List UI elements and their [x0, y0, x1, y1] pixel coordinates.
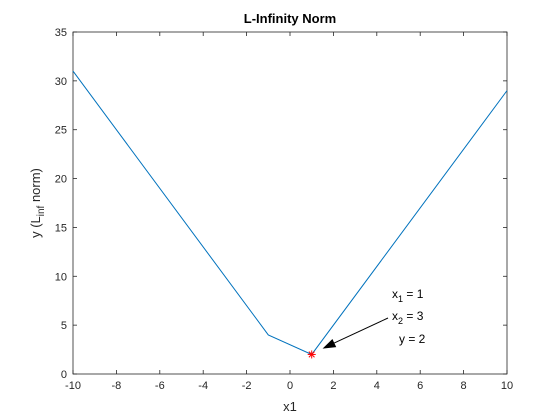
y-axis-label-suffix: norm) — [28, 168, 43, 206]
annotation-text-group: x1 = 1x2 = 3y = 2 — [392, 287, 426, 346]
y-tick-label: 30 — [55, 76, 67, 88]
x-tick-label: 10 — [501, 380, 513, 392]
y-tick-label: 5 — [61, 320, 67, 332]
annotation-line-1: x1 = 1 — [392, 287, 424, 304]
x-tick-label: -10 — [65, 380, 81, 392]
y-axis-label-subscript: inf — [36, 205, 47, 216]
minimum-point-marker — [307, 350, 316, 359]
annotation-subscript: 2 — [398, 316, 403, 326]
annotation-var: x — [392, 287, 398, 301]
x-tick-label: 4 — [374, 380, 380, 392]
y-tick-label: 15 — [55, 222, 67, 234]
annotation-value: = 1 — [403, 287, 424, 301]
annotation-var: x — [392, 309, 398, 323]
x-tick-label: -2 — [242, 380, 252, 392]
series-line-1 — [72, 70, 508, 356]
x-tick-label: -4 — [198, 380, 208, 392]
y-axis-label-prefix: y (L — [28, 216, 43, 238]
annotation-subscript: 1 — [398, 294, 403, 304]
annotation-line-3: y = 2 — [399, 332, 426, 346]
marker-stroke — [308, 351, 315, 358]
annotation-arrow-shaft — [326, 317, 389, 348]
y-tick-label: 35 — [55, 27, 67, 39]
chart-title: L-Infinity Norm — [244, 11, 336, 26]
y-tick-label: 25 — [55, 125, 67, 137]
annotation-value: = 3 — [403, 309, 424, 323]
x-tick-label: -6 — [155, 380, 165, 392]
axes-box — [72, 31, 508, 375]
annotation-line-2: x2 = 3 — [392, 309, 424, 326]
y-axis-label: y (Linf norm) — [28, 168, 47, 238]
annotation-arrow-head — [322, 339, 337, 349]
x-tick-label: 2 — [330, 380, 336, 392]
x-tick-label: 0 — [287, 380, 293, 392]
y-tick-label: 10 — [55, 271, 67, 283]
x-tick-label: 8 — [461, 380, 467, 392]
x-tick-label: 6 — [417, 380, 423, 392]
y-tick-label: 20 — [55, 174, 67, 186]
x-tick-label: -8 — [112, 380, 122, 392]
y-tick-label: 0 — [61, 369, 67, 381]
x-axis-label: x1 — [283, 399, 297, 414]
